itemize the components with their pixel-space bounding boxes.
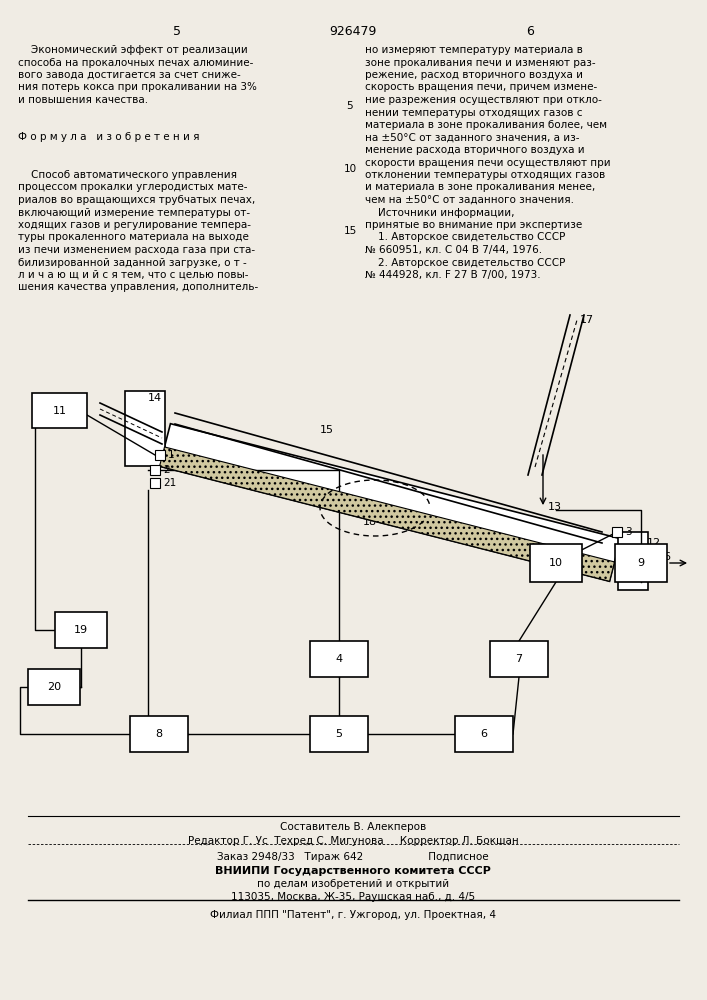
Text: материала в зоне прокаливания более, чем: материала в зоне прокаливания более, чем (365, 120, 607, 130)
Bar (55, 612, 107, 648)
Bar (130, 716, 188, 752)
Text: 16: 16 (658, 552, 672, 562)
Polygon shape (160, 447, 614, 581)
Text: включающий измерение температуры от-: включающий измерение температуры от- (18, 208, 250, 218)
Bar (32, 393, 87, 428)
Text: Редактор Г. Ус  Техред С. Мигунова     Корректор Л. Бокшан: Редактор Г. Ус Техред С. Мигунова Коррек… (187, 836, 518, 846)
Text: менение расхода вторичного воздуха и: менение расхода вторичного воздуха и (365, 145, 585, 155)
Text: и повышения качества.: и повышения качества. (18, 95, 148, 105)
Text: 5: 5 (336, 729, 342, 739)
Text: № 660951, кл. С 04 В 7/44, 1976.: № 660951, кл. С 04 В 7/44, 1976. (365, 245, 542, 255)
Text: 10: 10 (549, 558, 563, 568)
Text: ВНИИПИ Государственного комитета СССР: ВНИИПИ Государственного комитета СССР (215, 866, 491, 876)
Bar (310, 641, 368, 677)
Text: вого завода достигается за счет сниже-: вого завода достигается за счет сниже- (18, 70, 241, 80)
Text: 15: 15 (320, 425, 334, 435)
Text: 10: 10 (344, 163, 356, 174)
Text: Филиал ППП "Патент", г. Ужгород, ул. Проектная, 4: Филиал ППП "Патент", г. Ужгород, ул. Про… (210, 910, 496, 920)
Text: 18: 18 (363, 517, 377, 527)
Text: зоне прокаливания печи и изменяют раз-: зоне прокаливания печи и изменяют раз- (365, 57, 595, 68)
Bar (530, 544, 582, 582)
Text: скорости вращения печи осуществляют при: скорости вращения печи осуществляют при (365, 157, 611, 167)
Text: способа на прокалочных печах алюминие-: способа на прокалочных печах алюминие- (18, 57, 253, 68)
Text: 21: 21 (163, 478, 176, 488)
Bar (124, 391, 165, 466)
Text: но измеряют температуру материала в: но измеряют температуру материала в (365, 45, 583, 55)
Text: отклонении температуры отходящих газов: отклонении температуры отходящих газов (365, 170, 605, 180)
Text: по делам изобретений и открытий: по делам изобретений и открытий (257, 879, 449, 889)
Text: 6: 6 (526, 25, 534, 38)
Text: № 444928, кл. F 27 В 7/00, 1973.: № 444928, кл. F 27 В 7/00, 1973. (365, 270, 541, 280)
Text: 1. Авторское свидетельство СССР: 1. Авторское свидетельство СССР (365, 232, 566, 242)
Text: 926479: 926479 (329, 25, 377, 38)
Text: Способ автоматического управления: Способ автоматического управления (18, 170, 237, 180)
Text: чем на ±50°С от заданного значения.: чем на ±50°С от заданного значения. (365, 195, 574, 205)
Text: 4: 4 (335, 654, 343, 664)
Text: и материала в зоне прокаливания менее,: и материала в зоне прокаливания менее, (365, 182, 595, 192)
Text: 6: 6 (481, 729, 488, 739)
Text: 8: 8 (156, 729, 163, 739)
Text: Ф о р м у л а   и з о б р е т е н и я: Ф о р м у л а и з о б р е т е н и я (18, 132, 199, 142)
Text: 2: 2 (163, 465, 170, 475)
Text: 20: 20 (47, 682, 61, 692)
Text: режение, расход вторичного воздуха и: режение, расход вторичного воздуха и (365, 70, 583, 80)
Text: 17: 17 (580, 315, 594, 325)
Text: 12: 12 (647, 538, 661, 548)
Text: из печи изменением расхода газа при ста-: из печи изменением расхода газа при ста- (18, 245, 255, 255)
Bar (150, 465, 160, 475)
Bar (455, 716, 513, 752)
Text: л и ч а ю щ и й с я тем, что с целью повы-: л и ч а ю щ и й с я тем, что с целью пов… (18, 270, 248, 280)
Text: 13: 13 (548, 502, 562, 512)
Text: 15: 15 (344, 226, 356, 236)
Text: билизированной заданной загрузке, о т -: билизированной заданной загрузке, о т - (18, 257, 247, 267)
Bar (619, 532, 648, 590)
Text: Источники информации,: Источники информации, (365, 208, 515, 218)
Bar (615, 544, 667, 582)
Text: 19: 19 (74, 625, 88, 635)
Text: Заказ 2948/33   Тираж 642                    Подписное: Заказ 2948/33 Тираж 642 Подписное (217, 852, 489, 862)
Text: Экономический эффект от реализации: Экономический эффект от реализации (18, 45, 247, 55)
Bar (310, 716, 368, 752)
Text: 14: 14 (148, 393, 162, 403)
Bar (612, 527, 622, 537)
Text: 1: 1 (168, 450, 175, 460)
Bar (490, 641, 548, 677)
Text: 9: 9 (638, 558, 645, 568)
Text: нении температуры отходящих газов с: нении температуры отходящих газов с (365, 107, 583, 117)
Text: риалов во вращающихся трубчатых печах,: риалов во вращающихся трубчатых печах, (18, 195, 255, 205)
Text: ходящих газов и регулирование темпера-: ходящих газов и регулирование темпера- (18, 220, 251, 230)
Bar (155, 450, 165, 460)
Text: принятые во внимание при экспертизе: принятые во внимание при экспертизе (365, 220, 583, 230)
Text: ния потерь кокса при прокаливании на 3%: ния потерь кокса при прокаливании на 3% (18, 83, 257, 93)
Text: 5: 5 (346, 101, 354, 111)
Text: 11: 11 (52, 406, 66, 416)
Text: Составитель В. Алекперов: Составитель В. Алекперов (280, 822, 426, 832)
Text: 3: 3 (625, 527, 631, 537)
Text: процессом прокалки углеродистых мате-: процессом прокалки углеродистых мате- (18, 182, 247, 192)
Text: 2. Авторское свидетельство СССР: 2. Авторское свидетельство СССР (365, 257, 566, 267)
Text: 7: 7 (515, 654, 522, 664)
Bar (28, 669, 80, 705)
Text: шения качества управления, дополнитель-: шения качества управления, дополнитель- (18, 282, 258, 292)
Text: ние разрежения осуществляют при откло-: ние разрежения осуществляют при откло- (365, 95, 602, 105)
Text: туры прокаленного материала на выходе: туры прокаленного материала на выходе (18, 232, 249, 242)
Text: 5: 5 (173, 25, 181, 38)
Bar (150, 478, 160, 488)
Polygon shape (160, 424, 621, 581)
Text: скорость вращения печи, причем измене-: скорость вращения печи, причем измене- (365, 83, 597, 93)
Text: 113035, Москва, Ж-35, Раушская наб., д. 4/5: 113035, Москва, Ж-35, Раушская наб., д. … (231, 892, 475, 902)
Text: на ±50°С от заданного значения, а из-: на ±50°С от заданного значения, а из- (365, 132, 580, 142)
